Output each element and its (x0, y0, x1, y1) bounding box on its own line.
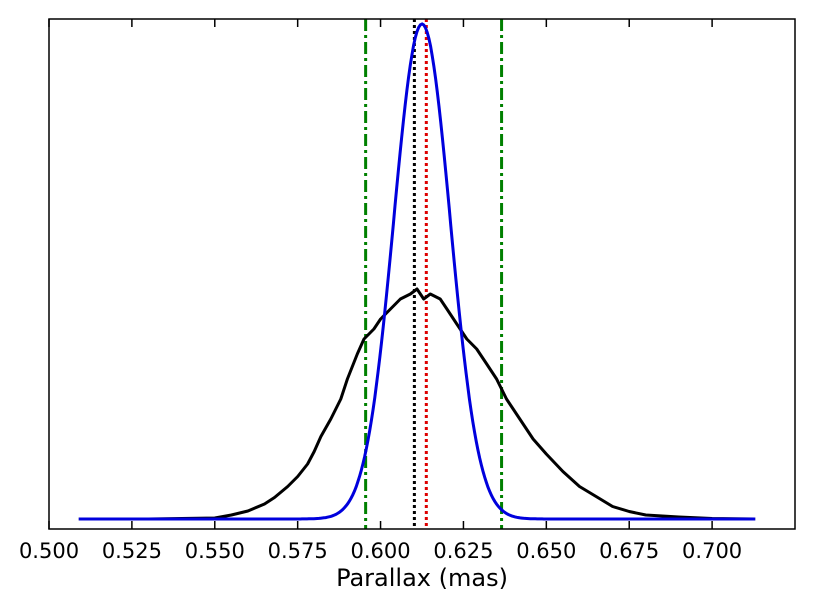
x-tick-label-4: 0.575 (268, 539, 328, 563)
x-tick-label-1: 0.500 (19, 539, 79, 563)
x-tick-label-3: 0.550 (185, 539, 245, 563)
x-axis: 0.500 0.525 0.550 0.575 0.600 0.625 0.650 0.675… (19, 19, 742, 563)
x-tick-label-6: 0.625 (433, 539, 493, 563)
x-tick-label-2: 0.525 (102, 539, 162, 563)
x-axis-title: Parallax (mas) (336, 564, 508, 592)
x-tick-label-8: 0.675 (599, 539, 659, 563)
gaussian-fit-line (78, 22, 756, 521)
x-tick-label-5: 0.600 (350, 539, 410, 563)
x-tick-label-7: 0.650 (516, 539, 576, 563)
x-tick-label-9: 0.700 (682, 539, 742, 563)
histogram-line (78, 287, 756, 521)
plot-frame (48, 18, 796, 530)
plot-layer (78, 19, 756, 529)
